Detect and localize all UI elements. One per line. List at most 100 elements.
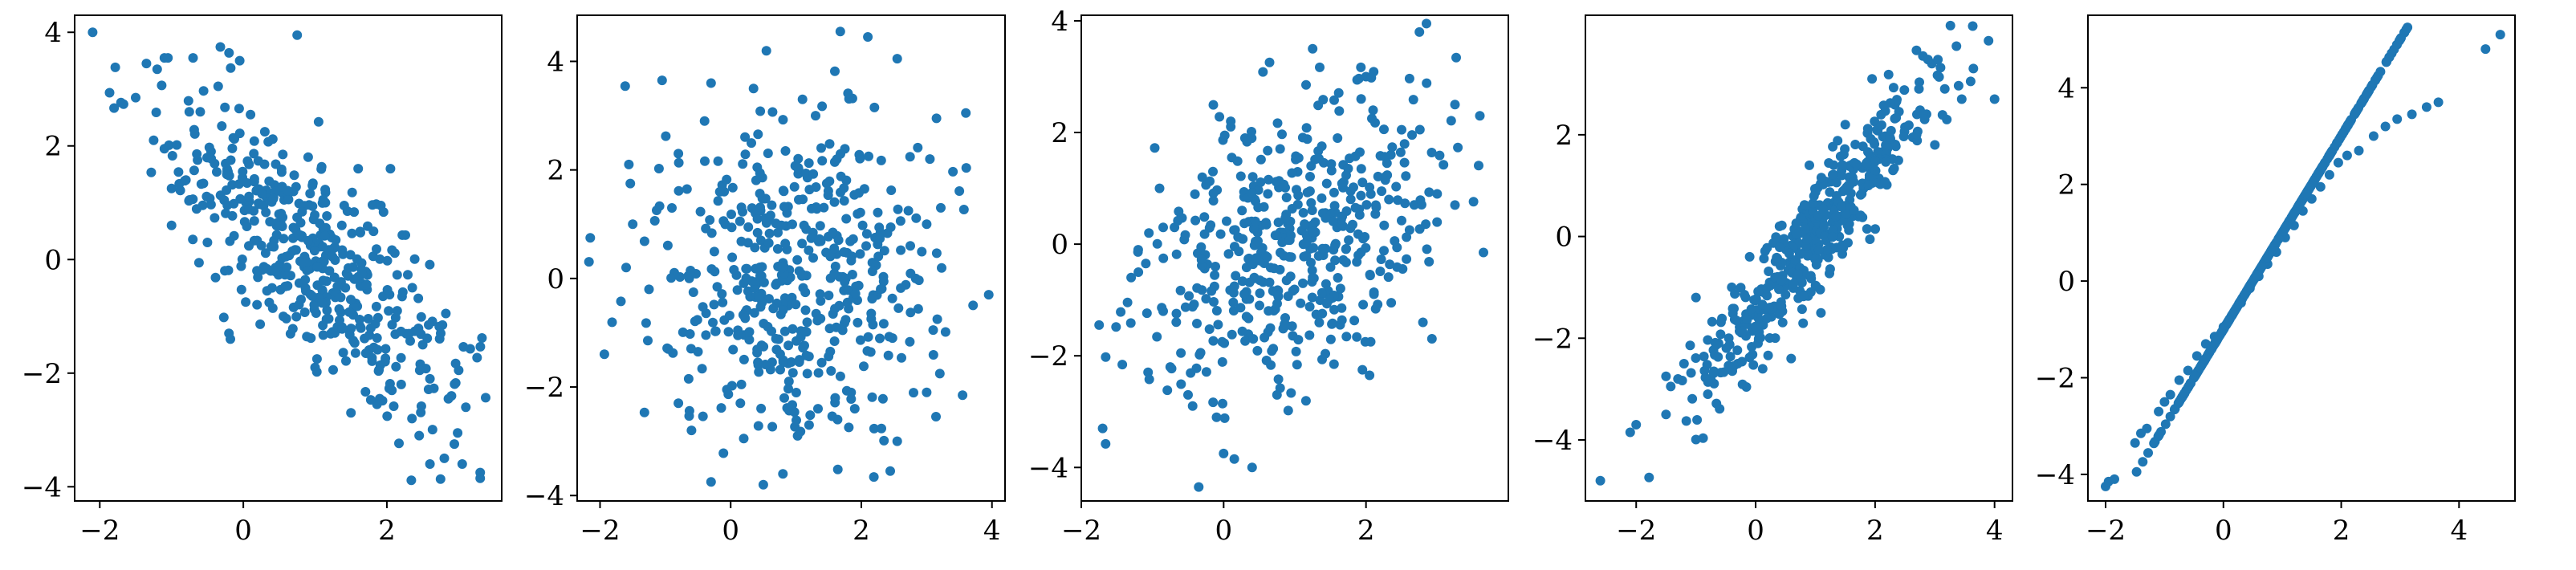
y-tick-label: −2 — [1028, 340, 1068, 373]
scatter-point — [763, 149, 773, 158]
scatter-point — [1474, 161, 1483, 171]
scatter-point — [698, 302, 708, 312]
scatter-point — [685, 329, 695, 339]
scatter-point — [1661, 371, 1671, 381]
scatter-point — [197, 200, 208, 210]
scatter-point — [1865, 234, 1875, 244]
scatter-point — [1435, 150, 1445, 161]
scatter-point — [1404, 73, 1414, 83]
scatter-point — [968, 300, 979, 311]
scatter-point — [413, 325, 424, 336]
y-tick-label: −4 — [524, 480, 564, 512]
scatter-point — [331, 235, 341, 245]
scatter-point — [887, 293, 897, 303]
scatter-point — [1800, 200, 1810, 210]
axes-frame — [576, 14, 1006, 502]
scatter-point — [1740, 290, 1749, 299]
scatter-point — [1898, 132, 1909, 141]
scatter-point — [299, 307, 310, 317]
scatter-point — [760, 360, 771, 369]
scatter-point — [1837, 249, 1847, 259]
scatter-point — [2271, 237, 2281, 247]
scatter-point — [249, 149, 259, 159]
y-tick-label: −2 — [2035, 362, 2075, 394]
scatter-point — [839, 196, 849, 206]
scatter-point — [855, 249, 865, 259]
scatter-point — [457, 459, 467, 469]
scatter-point — [270, 267, 280, 276]
scatter-point — [1703, 389, 1713, 399]
scatter-point — [1724, 361, 1735, 372]
scatter-point — [1666, 381, 1676, 392]
scatter-point — [336, 220, 347, 230]
scatter-point — [1209, 281, 1219, 291]
scatter-point — [1379, 124, 1389, 135]
scatter-point — [475, 341, 486, 352]
scatter-point — [368, 251, 378, 262]
scatter-point — [1201, 367, 1211, 377]
scatter-point — [778, 357, 788, 368]
scatter-point — [1262, 252, 1272, 263]
scatter-point — [396, 326, 406, 336]
scatter-point — [808, 253, 818, 263]
scatter-point — [922, 387, 932, 397]
scatter-point — [2165, 389, 2175, 400]
scatter-point — [87, 27, 98, 38]
y-tick-label: −2 — [22, 358, 62, 390]
x-tick-label: −2 — [2086, 515, 2126, 547]
scatter-point — [792, 254, 803, 265]
scatter-point — [131, 92, 140, 103]
scatter-point — [409, 254, 420, 264]
scatter-point — [853, 317, 863, 328]
scatter-point — [322, 305, 332, 316]
scatter-point — [1891, 112, 1902, 123]
scatter-point — [397, 230, 408, 240]
scatter-point — [1889, 163, 1899, 173]
scatter-point — [758, 479, 768, 490]
scatter-point — [1746, 304, 1756, 315]
scatter-point — [674, 149, 684, 159]
scatter-point — [649, 216, 660, 226]
scatter-point — [1791, 229, 1801, 239]
scatter-point — [391, 361, 401, 372]
scatter-points — [87, 27, 490, 486]
scatter-point — [625, 178, 636, 189]
scatter-point — [1837, 202, 1846, 212]
scatter-point — [783, 384, 793, 394]
scatter-point — [1281, 275, 1292, 286]
scatter-point — [2333, 157, 2343, 168]
scatter-point — [1810, 184, 1820, 194]
scatter-point — [1297, 132, 1308, 143]
scatter-panel-1: −2 0 2 −4 −2 0 2 4 — [22, 14, 503, 547]
scatter-point — [2138, 457, 2148, 467]
scatter-point — [832, 464, 843, 474]
scatter-point — [1157, 303, 1167, 313]
scatter-point — [109, 103, 120, 113]
scatter-point — [1819, 221, 1829, 231]
scatter-point — [752, 214, 763, 224]
scatter-point — [905, 241, 915, 251]
scatter-point — [778, 469, 788, 479]
y-tick-label: 0 — [1555, 222, 1573, 254]
scatter-point — [1329, 95, 1339, 105]
scatter-point — [2110, 474, 2119, 484]
scatter-point — [164, 140, 174, 150]
y-tick-label: −4 — [22, 471, 62, 503]
scatter-point — [416, 401, 426, 411]
scatter-point — [1211, 306, 1222, 316]
scatter-point — [215, 42, 226, 52]
scatter-point — [1681, 416, 1691, 426]
scatter-point — [824, 352, 834, 361]
scatter-point — [1328, 216, 1338, 226]
x-tick-label: 0 — [1215, 515, 1233, 547]
scatter-point — [1253, 202, 1264, 213]
scatter-point — [1229, 454, 1239, 464]
scatter-point — [1661, 409, 1671, 420]
scatter-point — [738, 159, 748, 169]
scatter-point — [1841, 209, 1851, 219]
scatter-point — [355, 315, 364, 324]
scatter-point — [1933, 55, 1943, 65]
scatter-point — [1219, 413, 1230, 423]
scatter-point — [1395, 147, 1406, 157]
scatter-point — [1314, 153, 1324, 164]
